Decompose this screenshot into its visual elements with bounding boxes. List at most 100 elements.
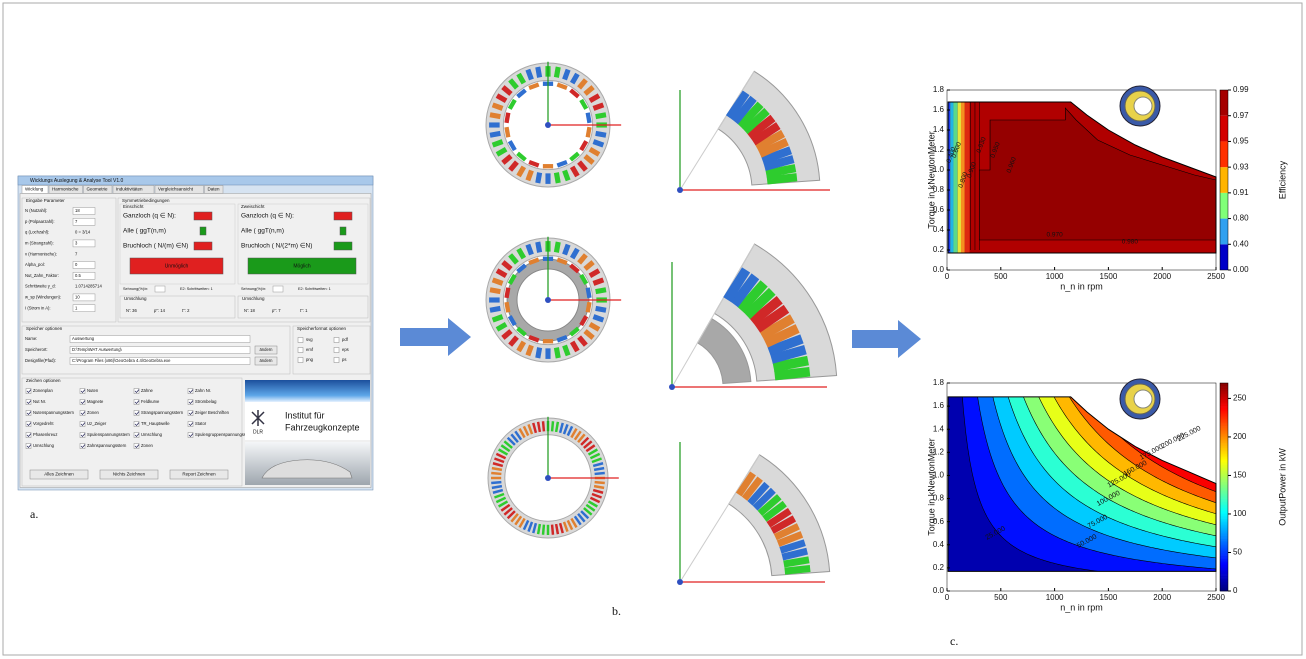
group-title: Zeichen optionen xyxy=(26,378,61,383)
checkbox[interactable] xyxy=(298,348,303,353)
checkbox-label: emf xyxy=(306,347,314,352)
checkbox-label: Uz_Zeiger xyxy=(87,421,107,426)
tab-label: Harmonische xyxy=(52,187,79,192)
field-value: N': 18 xyxy=(244,308,255,313)
origin xyxy=(669,384,675,390)
field-label: Schrittweite y_d: xyxy=(25,284,56,289)
x-tick-label: 0 xyxy=(945,272,950,281)
condition-label: Ganzloch (q ∈ N): xyxy=(123,213,176,220)
field-label: N (Nutzahl): xyxy=(25,208,47,213)
condition-label: Ganzloch (q ∈ N): xyxy=(241,213,294,220)
colorbar-segment xyxy=(1220,116,1228,142)
condition-label: Bruchloch ( N/(m) ∈N) xyxy=(123,243,188,250)
group-title: Eingabe Parameter xyxy=(26,198,65,203)
indicator xyxy=(194,212,212,220)
x-tick-label: 1500 xyxy=(1100,272,1118,281)
input-field[interactable] xyxy=(70,336,250,343)
colorbar-tick-label: 50 xyxy=(1233,548,1242,557)
logo-background xyxy=(245,402,370,440)
button-label: Nichts Zeichnen xyxy=(113,472,146,477)
colorbar-tick-label: 0 xyxy=(1233,586,1238,595)
indicator xyxy=(334,242,352,250)
checkbox-label: eps xyxy=(342,347,349,352)
field-label: Alpha_pol: xyxy=(25,262,45,267)
checkbox-label: Zonen xyxy=(87,410,100,415)
input-field xyxy=(155,286,165,292)
checkbox-label: svg xyxy=(306,337,313,342)
checkbox-label: png xyxy=(306,357,314,362)
group-title: Speicherformat optionen xyxy=(297,326,347,331)
x-tick-label: 1500 xyxy=(1100,593,1118,602)
checkbox-label: pdf xyxy=(342,337,349,342)
colorbar-tick-label: 0.99 xyxy=(1233,85,1249,94)
button-label: Unmöglich xyxy=(165,263,189,269)
icon xyxy=(1134,390,1152,408)
y-tick-label: 0.0 xyxy=(933,586,945,595)
field-label: Nut_Zahn_Faktor: xyxy=(25,273,59,278)
button-label: Report Zeichnen xyxy=(182,472,216,477)
input-field xyxy=(273,286,283,292)
panel-label: c. xyxy=(950,634,958,648)
checkbox[interactable] xyxy=(334,358,339,363)
coil-side xyxy=(543,164,553,168)
checkbox[interactable] xyxy=(334,348,339,353)
field-value: Auswertung xyxy=(72,336,95,341)
panel-label: a. xyxy=(30,507,38,521)
logo-text: Institut für xyxy=(285,410,325,420)
checkbox-label: Zähne xyxy=(141,388,154,393)
group-title: Einschicht xyxy=(123,204,144,209)
colorbar-tick-label: 250 xyxy=(1233,394,1247,403)
field-value: p'': 7 xyxy=(272,308,281,313)
colorbar-tick-label: 200 xyxy=(1233,432,1247,441)
colorbar-segment xyxy=(1220,90,1228,116)
slot xyxy=(491,477,501,479)
window-title: Wicklungs Auslegung & Analyse Tool V1.0 xyxy=(30,178,124,184)
group-title: Umschlung xyxy=(242,296,265,301)
colorbar-label: OutputPower in kW xyxy=(1277,448,1287,526)
field-label: q (Lochzahl): xyxy=(25,230,49,235)
origin xyxy=(545,122,551,128)
x-axis-label: n_n in rpm xyxy=(1060,602,1103,612)
checkbox-label: Vorgedreht xyxy=(33,421,54,426)
field-label: v (Harmonische): xyxy=(25,251,57,256)
checkbox[interactable] xyxy=(298,338,303,343)
checkbox[interactable] xyxy=(334,338,339,343)
indicator xyxy=(334,212,352,220)
colorbar-tick-label: 0.80 xyxy=(1233,214,1249,223)
y-tick-label: 0.2 xyxy=(933,245,945,254)
checkbox-label: Strombelag xyxy=(195,399,217,404)
y-tick-label: 1.6 xyxy=(933,105,945,114)
checkbox-label: Zonenplan xyxy=(33,388,53,393)
field-value: C:\Program Files (x86)\GeoGebra 4.4\GeoG… xyxy=(72,358,171,363)
checkbox[interactable] xyxy=(298,358,303,363)
y-tick-label: 1.8 xyxy=(933,378,945,387)
indicator xyxy=(200,227,206,235)
colorbar-segment xyxy=(1220,244,1228,270)
field-label: m (Strangzahl): xyxy=(25,241,54,246)
y-tick-label: 1.8 xyxy=(933,85,945,94)
coil-side xyxy=(543,339,553,343)
globe-image xyxy=(245,380,370,402)
field-label: I (Strom in A): xyxy=(25,305,51,310)
checkbox-label: Nutenspannungsstern xyxy=(33,410,75,415)
checkbox-label: Phasenkreuz xyxy=(33,432,57,437)
y-tick-label: 0.0 xyxy=(933,265,945,274)
field-label: Sehnung(%)/n: xyxy=(241,287,266,291)
field-value: 10 xyxy=(75,295,80,300)
x-axis-label: n_n in rpm xyxy=(1060,281,1103,291)
field-value: t'': 1 xyxy=(300,308,308,313)
x-tick-label: 2500 xyxy=(1207,593,1225,602)
colorbar-segment xyxy=(1220,193,1228,219)
field-label: E2: Schrittweiten: 1 xyxy=(298,287,331,291)
button-label: Alles Zeichnen xyxy=(44,472,74,477)
colorbar-tick-label: 0.00 xyxy=(1233,265,1249,274)
band xyxy=(950,90,953,270)
colorbar-tick-label: 0.40 xyxy=(1233,239,1249,248)
band xyxy=(953,90,957,270)
checkbox-label: Feldkurve xyxy=(141,399,160,404)
field-label: Speicherort: xyxy=(25,347,48,352)
contour-label: 0.980 xyxy=(1122,239,1139,246)
checkbox-label: Zahnspannungsstern xyxy=(87,443,127,448)
colorbar-tick-label: 0.91 xyxy=(1233,188,1249,197)
checkbox-label: Strangspannungsstern xyxy=(141,410,184,415)
